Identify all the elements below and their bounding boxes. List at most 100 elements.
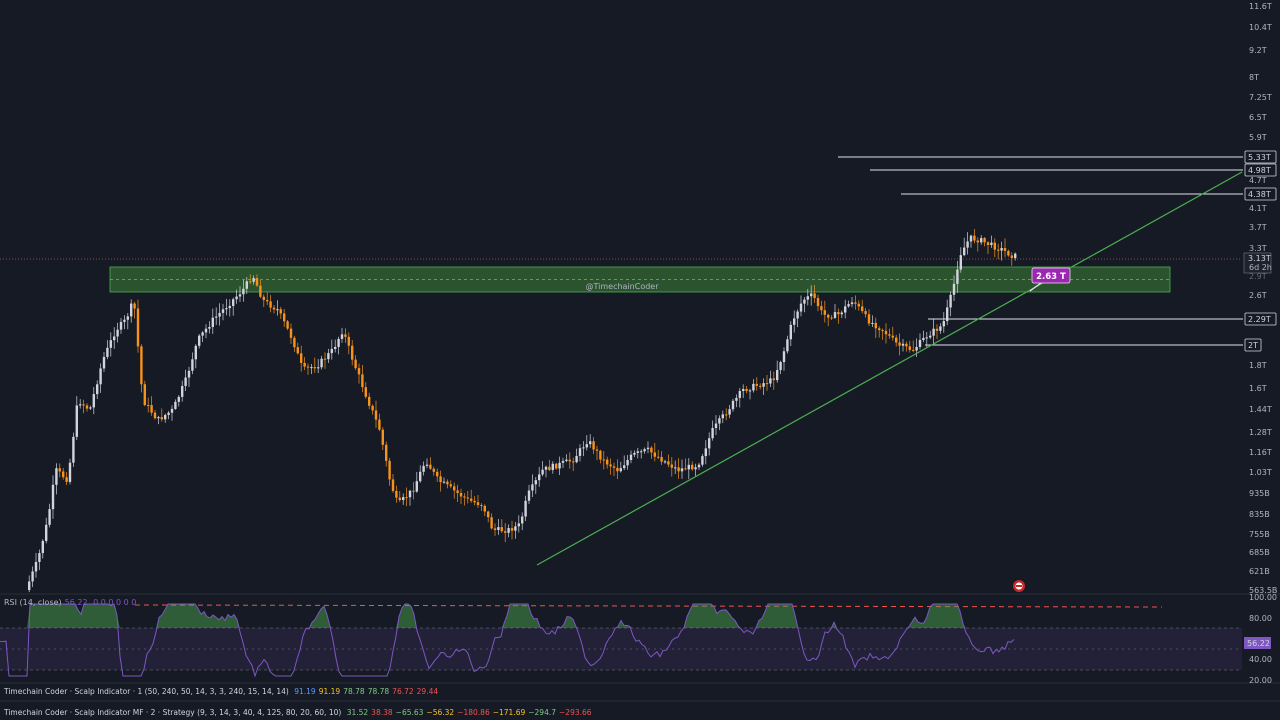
candle [425, 458, 429, 469]
price-tick-label: 1.16T [1249, 448, 1272, 457]
price-tick-label: 1.28T [1249, 428, 1272, 437]
price-tag[interactable] [1244, 338, 1262, 352]
candle [204, 324, 208, 339]
candle [959, 247, 962, 273]
rsi-band [0, 628, 1242, 670]
candle [990, 235, 993, 248]
candle [759, 383, 762, 390]
candle [238, 286, 242, 303]
candle [323, 352, 327, 369]
indicator-row-2[interactable]: Timechain Coder · Scalp Indicator MF · 2… [4, 708, 592, 717]
candle [473, 496, 476, 506]
candle [388, 457, 391, 486]
rsi-trendline[interactable] [134, 604, 1163, 608]
candle [422, 461, 425, 476]
candle [419, 465, 422, 483]
candle [113, 327, 116, 349]
candle [41, 539, 44, 559]
candle [997, 243, 1000, 260]
candle [861, 299, 864, 314]
candle [935, 324, 939, 339]
candle [748, 388, 752, 400]
candle [636, 447, 639, 459]
candle [92, 386, 95, 415]
candle [184, 369, 187, 392]
candle [334, 339, 337, 353]
callout-box[interactable] [1031, 267, 1071, 284]
candle [497, 519, 500, 535]
rsi-legend[interactable]: RSI (14, close) 56.22 0 0 0 0 0 0 [4, 598, 136, 607]
candle [697, 462, 701, 471]
candle [242, 279, 245, 302]
candle [850, 296, 854, 308]
candle [405, 487, 408, 507]
candle [687, 458, 690, 480]
candle [164, 413, 167, 423]
price-tick-label: 1.6T [1249, 384, 1267, 393]
price-tick-label: 4.1T [1249, 204, 1267, 213]
price-tick-label: 4.7T [1249, 176, 1267, 185]
candle [385, 441, 388, 467]
candle [58, 463, 61, 478]
candle [143, 380, 146, 407]
candle [510, 520, 514, 540]
candle [704, 440, 707, 465]
candle [398, 491, 401, 502]
price-tag[interactable] [1244, 150, 1277, 164]
candle [983, 236, 986, 247]
candle [976, 237, 979, 252]
candle [187, 366, 191, 387]
candle [337, 336, 340, 355]
trendline[interactable] [536, 171, 1243, 566]
candle [531, 474, 534, 498]
rsi-legend-name: RSI (14, close) [4, 598, 62, 607]
rsi-value-tag[interactable] [1244, 637, 1271, 649]
candle [65, 472, 68, 486]
candle [1007, 249, 1010, 257]
candle [1000, 241, 1003, 261]
candle [504, 523, 507, 543]
candle [898, 333, 901, 356]
candle [296, 342, 299, 355]
candle [551, 461, 554, 474]
candle [354, 355, 357, 370]
candle [466, 490, 469, 504]
event-flag-icon[interactable] [1013, 580, 1025, 592]
candle [827, 313, 830, 327]
indicator-value: 78.78 [367, 687, 390, 696]
rsi-line [0, 603, 1015, 678]
candle [514, 521, 517, 539]
price-tick-label: 835B [1249, 510, 1270, 519]
price-tick-label: 935B [1249, 489, 1270, 498]
candle [973, 228, 976, 244]
candle [837, 308, 840, 324]
candle [432, 466, 435, 476]
candle [670, 457, 673, 477]
indicator-row-1[interactable]: Timechain Coder · Scalp Indicator · 1 (5… [4, 687, 438, 696]
current-price-tag[interactable] [1243, 252, 1272, 274]
candle [228, 299, 231, 317]
candle [572, 457, 575, 472]
price-tick-label: 1.8T [1249, 361, 1267, 370]
candle [490, 513, 493, 530]
candle [840, 310, 843, 319]
candle [561, 457, 565, 469]
candle [378, 413, 381, 432]
candle [786, 335, 789, 354]
candle [721, 410, 724, 424]
price-tag[interactable] [1244, 187, 1277, 201]
price-tick-label: 10.4T [1249, 23, 1272, 32]
price-tick-label: 11.6T [1249, 2, 1272, 11]
candle [306, 363, 310, 375]
candle [252, 275, 255, 285]
candle [901, 339, 905, 352]
rsi-overbought-fill [0, 604, 1015, 628]
watermark-text: @TimechainCoder [585, 282, 659, 291]
price-tag[interactable] [1244, 312, 1277, 326]
price-tag[interactable] [1244, 163, 1277, 177]
candle [606, 456, 609, 469]
candle [28, 575, 31, 593]
rsi-legend-extra: 0 0 0 0 0 0 [93, 598, 137, 607]
candle [585, 435, 588, 451]
